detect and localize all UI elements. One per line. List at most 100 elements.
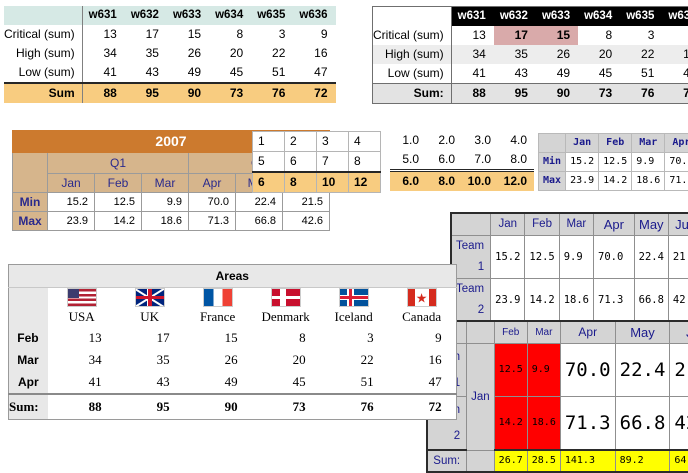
column-header-mar: Mar <box>632 134 665 153</box>
column-header-w631: w631 <box>82 6 125 25</box>
sum-cell: 90 <box>167 83 209 103</box>
column-header-usa: USA <box>48 288 116 328</box>
cell: 43 <box>116 371 184 394</box>
cell: 71.3 <box>665 172 688 191</box>
table-row: 1 2 3 4 <box>253 132 381 152</box>
table-row: 5.0 6.0 7.0 8.0 <box>390 150 534 171</box>
table-weeks-dark: w631 w632 w633 w634 w635 w636 Critical (… <box>372 6 688 104</box>
row-label-min: Min <box>539 153 566 172</box>
cell: 9 <box>293 25 335 44</box>
quarter-header-q1: Q1 <box>48 153 189 174</box>
sum-cell: 88 <box>82 83 125 103</box>
cell: 22 <box>320 349 388 371</box>
cell: 41 <box>48 371 116 394</box>
column-header-w636: w636 <box>293 6 335 25</box>
cell: 26 <box>167 44 209 63</box>
column-header-mar: Mar <box>559 213 593 236</box>
column-header-w635: w635 <box>251 6 293 25</box>
cell: 22.4 <box>236 193 283 212</box>
cell: 70.0 <box>594 236 635 279</box>
cell: 14.2 <box>599 172 632 191</box>
cell: 34 <box>451 45 494 64</box>
weeks-plain-grid: w631 w632 w633 w634 w635 w636 Critical (… <box>4 6 336 103</box>
cell: 8 <box>578 26 620 45</box>
cell: 21.5 <box>670 344 688 397</box>
cell: 70.0 <box>189 193 236 212</box>
cell: 16 <box>662 45 688 64</box>
table-row: Min 15.2 12.5 9.9 70.0 <box>539 153 688 172</box>
cell: 20 <box>578 45 620 64</box>
column-header-feb: Feb <box>525 213 559 236</box>
cell-red: 12.5 <box>494 344 527 397</box>
cell: 47 <box>293 63 335 83</box>
cell: 14.2 <box>95 212 142 231</box>
cell: 49 <box>167 63 209 83</box>
minmax-compact-grid: Jan Feb Mar Apr Min 15.2 12.5 9.9 70.0 M… <box>538 133 688 191</box>
merged-cell-jan-sum-blank <box>467 450 495 472</box>
cell: 45 <box>209 63 251 83</box>
cell-red: 18.6 <box>527 397 560 451</box>
cell: 22.4 <box>615 344 670 397</box>
sum-cell: 8.0 <box>426 171 462 192</box>
merged-cell-jan: Jan <box>467 344 495 451</box>
cell: 5 <box>253 152 285 173</box>
cell: 13 <box>82 25 125 44</box>
cell: 42.6 <box>670 397 688 451</box>
sum-cell: 76 <box>251 83 293 103</box>
cell: 15 <box>167 25 209 44</box>
cell: 20 <box>252 349 320 371</box>
decimal-grid: 1.0 2.0 3.0 4.0 5.0 6.0 7.0 8.0 6.0 8.0 … <box>390 131 534 191</box>
sum-cell: 28.5 <box>527 450 560 472</box>
row-label-feb: Feb <box>9 327 48 349</box>
table-row: High (sum) 34 35 26 20 22 16 <box>4 44 336 63</box>
sum-cell: 10.0 <box>462 171 498 192</box>
column-header-w635: w635 <box>620 7 662 27</box>
cell: 45 <box>252 371 320 394</box>
table-row: Max 23.9 14.2 18.6 71.3 <box>539 172 688 191</box>
table-areas: Areas USA UK <box>8 264 457 420</box>
table-row: Low (sum) 41 43 49 45 51 47 <box>4 63 336 83</box>
cell: 5.0 <box>390 150 426 171</box>
cell: 18.6 <box>559 279 593 323</box>
header-corner-cell <box>539 134 566 153</box>
weeks-dark-grid: w631 w632 w633 w634 w635 w636 Critical (… <box>372 6 688 104</box>
cell: 9.9 <box>632 153 665 172</box>
row-label-sum: Sum: <box>427 450 467 472</box>
column-header-jun: Jun <box>668 213 688 236</box>
column-header-w633: w633 <box>536 7 578 27</box>
cell: 35 <box>494 45 536 64</box>
column-header-canada: ★ Canada <box>388 288 457 328</box>
cell: 22.4 <box>634 236 668 279</box>
table-header-row: Feb Mar Apr May Jun <box>427 321 688 344</box>
header-corner-cell <box>373 7 452 27</box>
table-header-row: USA UK France <box>9 288 457 328</box>
header-corner-cell <box>9 288 48 328</box>
cell: 3.0 <box>462 131 498 150</box>
row-label-high: High (sum) <box>4 44 82 63</box>
table-sum-row: 6.0 8.0 10.0 12.0 <box>390 171 534 192</box>
cell: 9 <box>662 26 688 45</box>
sum-cell: 12.0 <box>498 171 534 192</box>
cell: 3 <box>620 26 662 45</box>
cell: 23.9 <box>48 212 95 231</box>
column-header-jan: Jan <box>566 134 599 153</box>
row-label-critical: Critical (sum) <box>373 26 452 45</box>
cell: 70.0 <box>560 344 615 397</box>
row-label-sum: Sum: <box>373 84 452 104</box>
sum-cell: 73 <box>209 83 251 103</box>
sum-cell: 64.1 <box>670 450 688 472</box>
cell: 66.8 <box>615 397 670 451</box>
cell: 15.2 <box>48 193 95 212</box>
table-teams-scaled: Feb Mar Apr May Jun Team 1 Jan 12.5 9.9 … <box>426 320 688 473</box>
cell: 71.3 <box>189 212 236 231</box>
table-row: Min 15.2 12.5 9.9 70.0 22.4 21.5 <box>13 193 330 212</box>
cell: 71.3 <box>560 397 615 451</box>
cell: 2.0 <box>426 131 462 150</box>
cell: 15.2 <box>491 236 525 279</box>
cell: 23.9 <box>566 172 599 191</box>
cell: 43 <box>494 64 536 84</box>
cell: 66.8 <box>634 279 668 323</box>
cell: 21.5 <box>668 236 688 279</box>
cell: 42.6 <box>668 279 688 323</box>
sum-cell: 12 <box>349 172 381 193</box>
